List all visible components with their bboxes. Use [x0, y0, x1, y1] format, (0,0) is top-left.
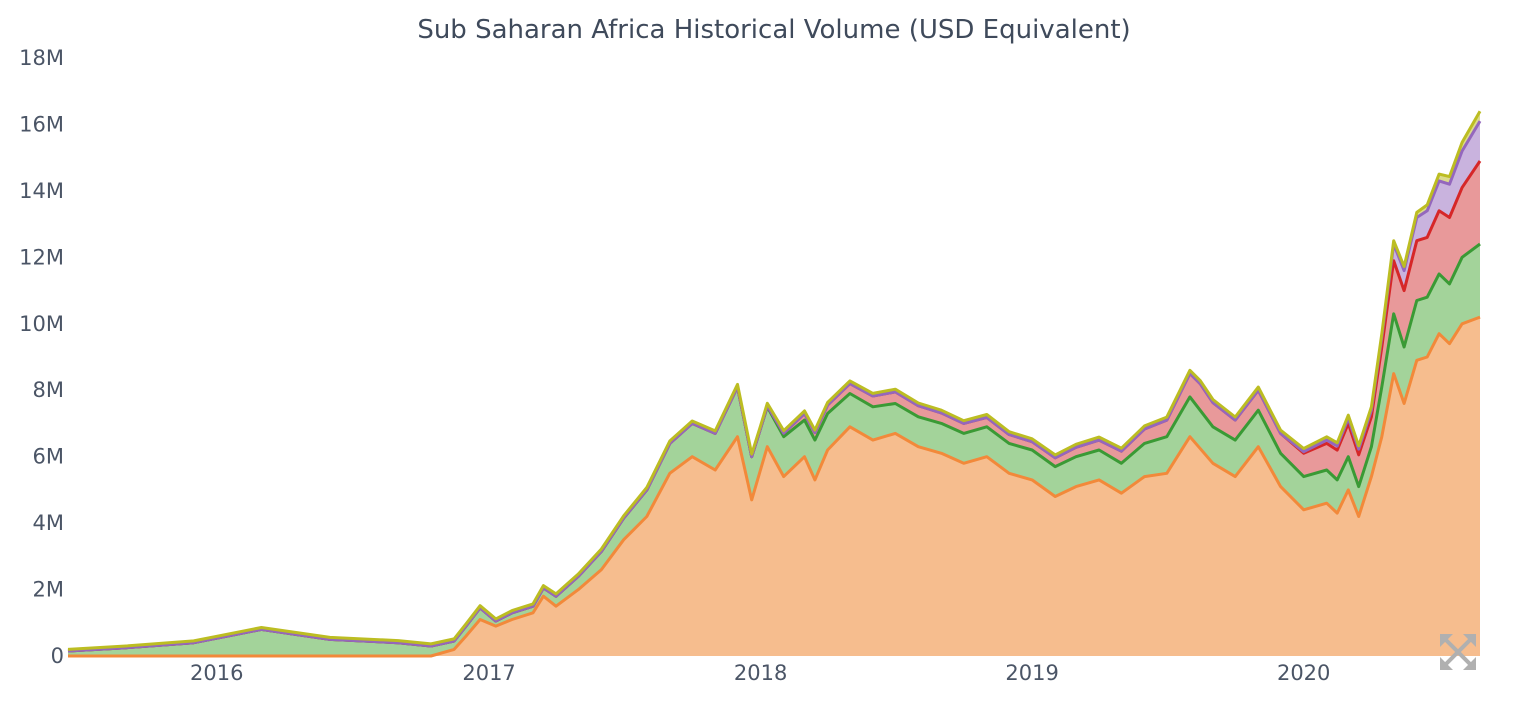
expand-arrows-icon — [1440, 634, 1476, 670]
y-tick-label: 12M — [19, 245, 64, 269]
x-tick-label: 2020 — [1277, 661, 1330, 685]
y-tick-label: 4M — [33, 511, 64, 535]
y-tick-label: 2M — [33, 578, 64, 602]
series-0-line[interactable] — [68, 315, 1481, 658]
series-1-area — [68, 244, 1480, 656]
stacked-areas — [67, 110, 1482, 658]
y-axis: 0 2M 4M 6M 8M 10M 12M 14M 16M 18M — [19, 46, 64, 668]
y-tick-label: 14M — [19, 179, 64, 203]
x-tick-label: 2019 — [1005, 661, 1058, 685]
series-0-area — [68, 317, 1480, 656]
y-tick-label: 18M — [19, 46, 64, 70]
chart-title: Sub Saharan Africa Historical Volume (US… — [417, 15, 1130, 45]
y-tick-label: 10M — [19, 312, 64, 336]
x-tick-label: 2018 — [734, 661, 787, 685]
y-tick-label: 16M — [19, 112, 64, 136]
x-axis: 2016 2017 2018 2019 2020 — [190, 661, 1330, 685]
y-tick-label: 0 — [51, 644, 64, 668]
y-tick-label: 8M — [33, 378, 64, 402]
y-tick-label: 6M — [33, 445, 64, 469]
x-tick-label: 2016 — [190, 661, 243, 685]
series-4-line[interactable] — [67, 110, 1482, 651]
expand-icon[interactable] — [1438, 632, 1478, 672]
x-tick-label: 2017 — [462, 661, 515, 685]
